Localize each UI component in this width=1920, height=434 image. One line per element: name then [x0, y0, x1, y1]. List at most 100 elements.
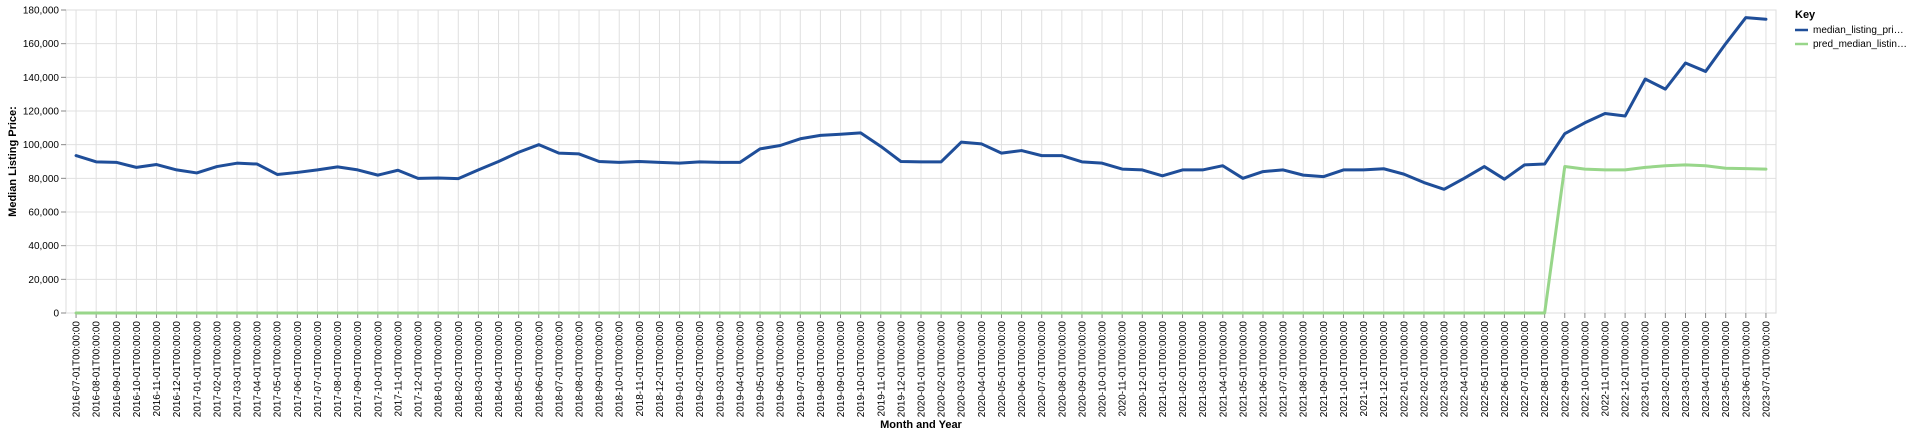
y-tick-label: 0 — [53, 309, 59, 320]
x-tick-label: 2018-09-01T00:00:00 — [595, 321, 606, 418]
y-tick-label: 100,000 — [23, 140, 60, 151]
x-tick-label: 2022-12-01T00:00:00 — [1621, 321, 1632, 418]
x-tick-label: 2020-04-01T00:00:00 — [977, 321, 988, 418]
x-tick-label: 2017-04-01T00:00:00 — [253, 321, 264, 418]
x-tick-label: 2019-04-01T00:00:00 — [735, 321, 746, 418]
x-tick-label: 2016-12-01T00:00:00 — [172, 321, 183, 418]
x-tick-label: 2020-06-01T00:00:00 — [1017, 321, 1028, 418]
x-tick-label: 2017-03-01T00:00:00 — [233, 321, 244, 418]
x-tick-label: 2016-11-01T00:00:00 — [152, 321, 163, 417]
x-tick-label: 2020-03-01T00:00:00 — [957, 321, 968, 418]
x-tick-label: 2017-09-01T00:00:00 — [353, 321, 364, 418]
x-tick-label: 2017-01-01T00:00:00 — [192, 321, 203, 418]
x-axis-title: Month and Year — [880, 419, 962, 431]
x-tick-label: 2022-09-01T00:00:00 — [1560, 321, 1571, 418]
x-tick-label: 2017-02-01T00:00:00 — [212, 321, 223, 418]
x-tick-label: 2022-05-01T00:00:00 — [1480, 321, 1491, 418]
y-tick-label: 20,000 — [28, 275, 59, 286]
y-tick-label: 160,000 — [23, 39, 60, 50]
x-tick-label: 2017-05-01T00:00:00 — [273, 321, 284, 418]
x-tick-label: 2019-08-01T00:00:00 — [816, 321, 827, 418]
x-tick-label: 2021-01-01T00:00:00 — [1158, 321, 1169, 418]
x-tick-label: 2019-06-01T00:00:00 — [776, 321, 787, 418]
x-tick-label: 2022-03-01T00:00:00 — [1440, 321, 1451, 418]
x-tick-label: 2021-09-01T00:00:00 — [1319, 321, 1330, 418]
x-tick-label: 2023-05-01T00:00:00 — [1721, 321, 1732, 418]
x-tick-label: 2022-07-01T00:00:00 — [1520, 321, 1531, 418]
x-tick-label: 2018-02-01T00:00:00 — [454, 321, 465, 418]
x-tick-label: 2019-11-01T00:00:00 — [876, 321, 887, 417]
x-tick-label: 2016-07-01T00:00:00 — [72, 321, 83, 418]
legend-label-2: pred_median_listin… — [1813, 39, 1907, 50]
x-tick-label: 2016-10-01T00:00:00 — [132, 321, 143, 418]
y-tick-label: 120,000 — [23, 107, 60, 118]
x-tick-label: 2017-11-01T00:00:00 — [393, 321, 404, 417]
x-axis-ticks: 2016-07-01T00:00:00 2016-08-01T00:00:00 20… — [72, 313, 1772, 418]
x-tick-label: 2019-03-01T00:00:00 — [715, 321, 726, 418]
x-tick-label: 2017-08-01T00:00:00 — [333, 321, 344, 418]
x-tick-label: 2020-01-01T00:00:00 — [917, 321, 928, 418]
y-tick-label: 60,000 — [28, 208, 59, 219]
x-tick-label: 2018-05-01T00:00:00 — [514, 321, 525, 418]
x-tick-label: 2023-01-01T00:00:00 — [1641, 321, 1652, 418]
x-tick-label: 2017-10-01T00:00:00 — [373, 321, 384, 418]
legend-title: Key — [1795, 9, 1816, 21]
y-axis-title: Median Listing Price: — [7, 106, 19, 217]
x-tick-label: 2020-05-01T00:00:00 — [997, 321, 1008, 418]
x-tick-label: 2017-12-01T00:00:00 — [414, 321, 425, 418]
x-tick-label: 2022-08-01T00:00:00 — [1540, 321, 1551, 418]
x-tick-label: 2019-10-01T00:00:00 — [856, 321, 867, 418]
x-tick-label: 2020-12-01T00:00:00 — [1138, 321, 1149, 418]
x-tick-label: 2020-11-01T00:00:00 — [1118, 321, 1129, 417]
x-tick-label: 2017-06-01T00:00:00 — [293, 321, 304, 418]
x-tick-label: 2020-02-01T00:00:00 — [937, 321, 948, 418]
x-tick-label: 2023-07-01T00:00:00 — [1761, 321, 1772, 418]
series-line-2 — [74, 163, 1768, 315]
x-tick-label: 2021-04-01T00:00:00 — [1218, 321, 1229, 418]
x-tick-label: 2019-01-01T00:00:00 — [675, 321, 686, 418]
y-tick-label: 40,000 — [28, 241, 59, 252]
x-tick-label: 2020-08-01T00:00:00 — [1057, 321, 1068, 418]
x-tick-label: 2023-03-01T00:00:00 — [1681, 321, 1692, 418]
x-tick-label: 2018-06-01T00:00:00 — [534, 321, 545, 418]
y-tick-label: 180,000 — [23, 6, 60, 17]
x-tick-label: 2019-09-01T00:00:00 — [836, 321, 847, 418]
x-tick-label: 2021-07-01T00:00:00 — [1279, 321, 1290, 418]
series-lines — [74, 16, 1768, 315]
x-tick-label: 2022-04-01T00:00:00 — [1460, 321, 1471, 418]
x-tick-label: 2018-12-01T00:00:00 — [655, 321, 666, 418]
legend: Key median_listing_pri… pred_median_listi… — [1795, 9, 1907, 50]
x-tick-label: 2018-11-01T00:00:00 — [635, 321, 646, 417]
x-tick-label: 2021-08-01T00:00:00 — [1299, 321, 1310, 418]
x-tick-label: 2016-08-01T00:00:00 — [92, 321, 103, 418]
x-tick-label: 2022-11-01T00:00:00 — [1601, 321, 1612, 417]
y-tick-label: 140,000 — [23, 73, 60, 84]
x-tick-label: 2019-05-01T00:00:00 — [756, 321, 767, 418]
x-tick-label: 2018-03-01T00:00:00 — [474, 321, 485, 418]
x-tick-label: 2023-02-01T00:00:00 — [1661, 321, 1672, 418]
x-tick-label: 2018-08-01T00:00:00 — [575, 321, 586, 418]
x-tick-label: 2023-06-01T00:00:00 — [1741, 321, 1752, 418]
y-tick-label: 80,000 — [28, 174, 59, 185]
x-tick-label: 2021-11-01T00:00:00 — [1359, 321, 1370, 417]
series-line-1 — [74, 16, 1768, 191]
x-tick-label: 2022-10-01T00:00:00 — [1580, 321, 1591, 418]
x-tick-label: 2019-02-01T00:00:00 — [695, 321, 706, 418]
y-axis-ticks: 0 20,000 40,000 60,000 80,000 100,000 120,000 1… — [23, 6, 66, 320]
x-tick-label: 2017-07-01T00:00:00 — [313, 321, 324, 418]
legend-label-1: median_listing_pri… — [1813, 25, 1904, 36]
x-tick-label: 2018-10-01T00:00:00 — [615, 321, 626, 418]
x-tick-label: 2019-12-01T00:00:00 — [896, 321, 907, 418]
x-tick-label: 2023-04-01T00:00:00 — [1701, 321, 1712, 418]
x-tick-label: 2018-04-01T00:00:00 — [494, 321, 505, 418]
x-tick-label: 2022-02-01T00:00:00 — [1419, 321, 1430, 418]
x-tick-label: 2021-03-01T00:00:00 — [1198, 321, 1209, 418]
x-tick-label: 2018-07-01T00:00:00 — [554, 321, 565, 418]
x-tick-label: 2020-10-01T00:00:00 — [1098, 321, 1109, 418]
x-tick-label: 2018-01-01T00:00:00 — [434, 321, 445, 418]
x-tick-label: 2016-09-01T00:00:00 — [112, 321, 123, 418]
x-tick-label: 2022-01-01T00:00:00 — [1399, 321, 1410, 418]
x-tick-label: 2020-09-01T00:00:00 — [1077, 321, 1088, 418]
x-tick-label: 2019-07-01T00:00:00 — [796, 321, 807, 418]
